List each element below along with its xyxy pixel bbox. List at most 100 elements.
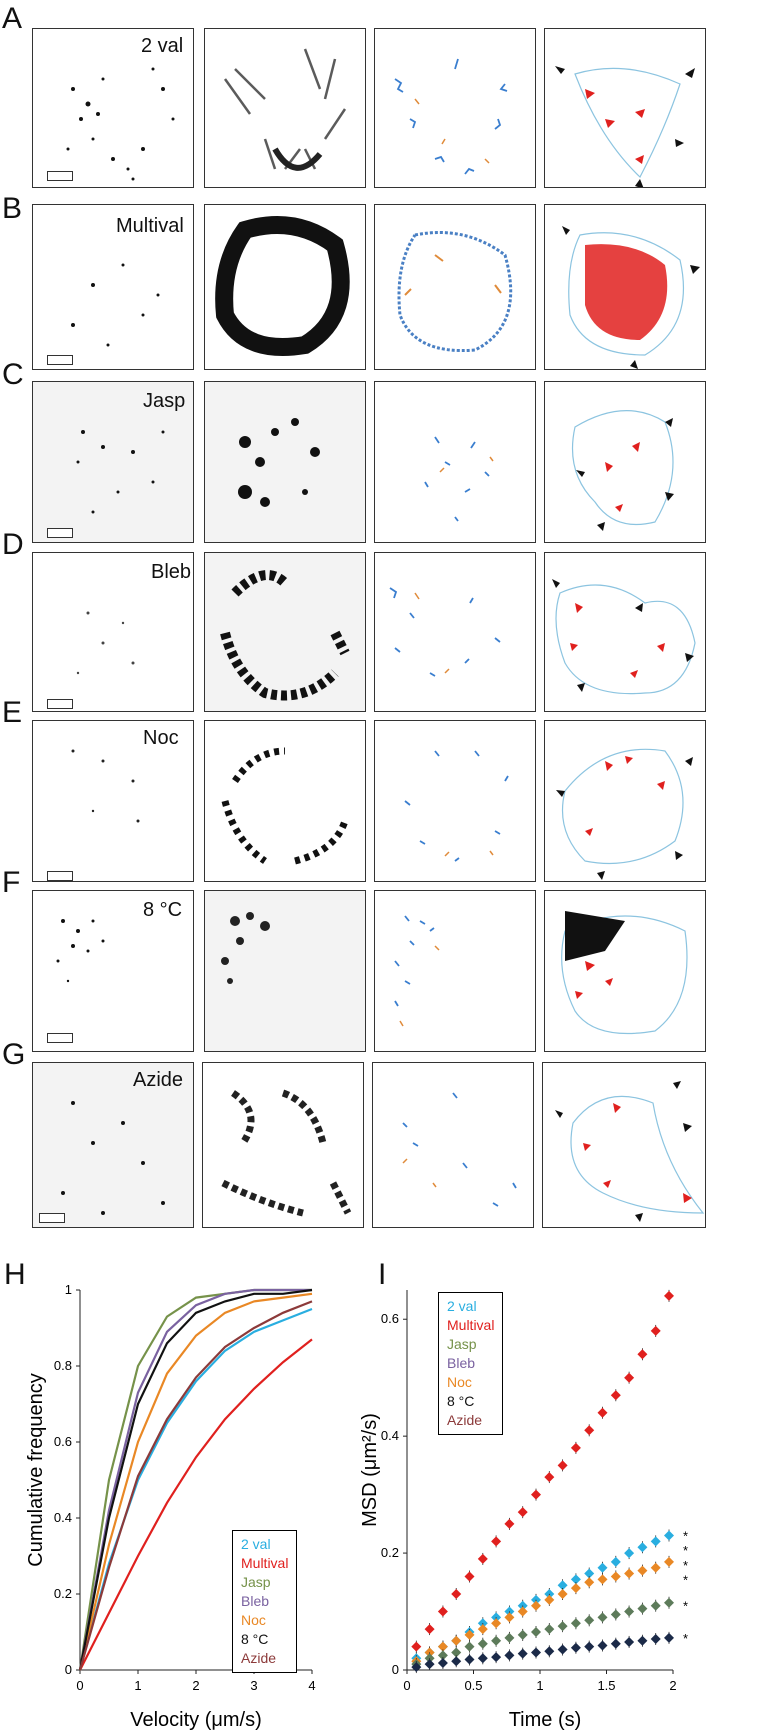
micrograph-g-single: Azide [32,1062,194,1228]
direction-plot-a [544,28,706,188]
projection-image [223,48,347,171]
x-tick-label: 0 [76,1678,83,1693]
micrograph-g-projection [202,1062,364,1228]
y-tick-label: 0.2 [381,1545,399,1560]
scale-bar [47,699,73,709]
track-plot-c [374,381,536,543]
arrow-map [555,66,695,187]
data-point [477,1653,488,1664]
data-point [664,1290,675,1301]
data-point [597,1407,608,1418]
puncta-image [71,263,160,347]
data-point [544,1472,555,1483]
data-point [517,1507,528,1518]
data-point [610,1609,621,1620]
arrow-map [562,226,700,369]
data-point [424,1624,435,1635]
y-tick-label: 1 [65,1282,72,1297]
micrograph-f-single: 8 °C [32,890,194,1052]
data-point [597,1574,608,1585]
data-point [531,1627,542,1637]
panel-letter-a: A [2,2,23,35]
tracks-image [397,231,513,353]
tracks-image [424,436,494,522]
data-point [624,1606,635,1617]
legend-h: 2 val Multival Jasp Bleb Noc 8 °C Azide [232,1530,298,1673]
micrograph-b-single: Multival [32,204,194,370]
legend-item: Jasp [447,1336,477,1352]
tracks-image [404,750,509,862]
data-point [424,1659,435,1670]
data-point [464,1571,475,1582]
data-point [517,1648,528,1659]
legend-item: 2 val [241,1536,271,1552]
legend-item: Multival [241,1555,289,1571]
series-line [78,1288,312,1671]
y-tick-label: 0 [65,1662,72,1677]
condition-label-b: Multival [116,215,184,237]
data-point [610,1390,621,1401]
data-point [637,1542,648,1553]
data-point [491,1652,502,1663]
data-point [637,1603,648,1614]
series-line [78,1300,313,1671]
data-point [624,1372,635,1383]
legend-item: Bleb [447,1355,476,1371]
significance-marker: * [683,1572,688,1587]
msd-chart: MSD (μm²/s) Time (s) 0 0.5 1 1.5 2 0 0.2 0.4 0.6… [360,1289,688,1731]
data-point [477,1638,488,1649]
data-point [624,1568,635,1579]
direction-plot-b [544,204,706,370]
x-tick-label: 1.5 [597,1678,615,1693]
tracks-image [394,58,508,175]
data-point [491,1635,502,1646]
data-point [491,1536,502,1547]
x-tick-label: 4 [308,1678,315,1693]
data-point [637,1349,648,1360]
micrograph-d-projection [204,552,366,712]
x-tick-label: 0 [403,1678,410,1693]
significance-marker: * [683,1599,688,1614]
legend-item: Azide [241,1650,277,1666]
data-point [570,1583,581,1594]
panel-letter-e: E [2,696,23,729]
data-point [584,1577,595,1588]
data-point [650,1325,661,1336]
x-axis-label: Time (s) [509,1709,582,1731]
x-tick-label: 2 [669,1678,676,1693]
track-plot-e [374,720,536,882]
micrograph-a-single: 2 val [32,28,194,188]
x-tick-label: 3 [250,1678,257,1693]
puncta-image [76,611,135,675]
track-plot-b [374,204,536,370]
micrograph-e-projection [204,720,366,882]
data-point [610,1571,621,1582]
data-point [437,1650,448,1661]
condition-label-a: 2 val [141,35,184,57]
significance-marker: * [683,1558,688,1573]
legend-i: 2 val Multival Jasp Bleb Noc 8 °C Azide [438,1292,504,1435]
series-line [78,1288,313,1671]
x-tick-label: 1 [134,1678,141,1693]
data-point [544,1624,555,1635]
data-point [504,1518,515,1529]
micrograph-f-projection [204,890,366,1052]
projection-image [215,216,350,356]
data-point [597,1562,608,1573]
micrograph-b-projection [204,204,366,370]
scale-bar [47,171,73,181]
data-point [504,1612,515,1623]
micrograph-a-projection [204,28,366,188]
series-line [79,1338,313,1671]
data-point [411,1662,422,1673]
puncta-image [76,430,165,514]
projection-image [238,418,320,507]
data-point [664,1530,675,1541]
data-point [597,1640,608,1651]
data-point [557,1589,568,1599]
data-point [637,1565,648,1576]
panel-letter-b: B [2,192,23,225]
significance-marker: * [683,1543,688,1558]
data-point [624,1636,635,1647]
direction-plot-d [544,552,706,712]
